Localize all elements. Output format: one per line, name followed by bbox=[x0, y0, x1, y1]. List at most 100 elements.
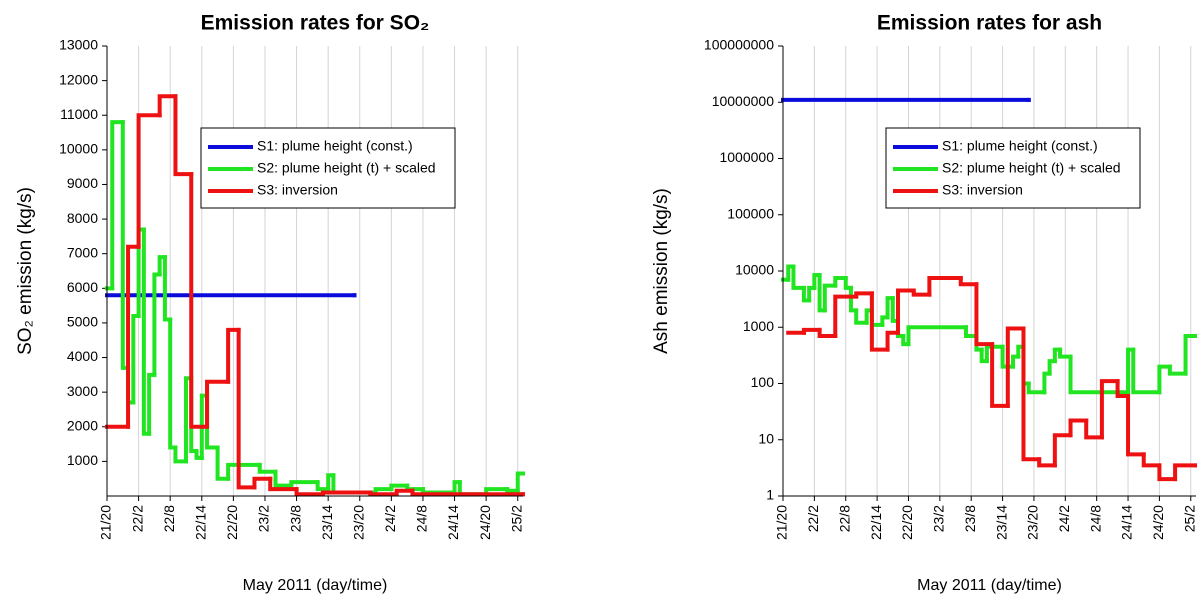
y-tick-label: 1000 bbox=[743, 318, 774, 334]
chart-title: Emission rates for SO₂ bbox=[201, 12, 430, 35]
step-segment bbox=[126, 244, 141, 429]
step-segment bbox=[927, 276, 963, 297]
step-segment bbox=[963, 325, 979, 338]
step-segment bbox=[226, 327, 241, 384]
step-segment bbox=[189, 172, 210, 429]
x-tick-label: 24/8 bbox=[1087, 505, 1103, 532]
x-tick-label: 23/20 bbox=[1025, 505, 1041, 540]
step-segment bbox=[410, 488, 525, 497]
x-tick-label: 24/8 bbox=[414, 505, 430, 532]
x-tick-label: 22/2 bbox=[129, 505, 145, 532]
x-tick-label: 22/8 bbox=[161, 505, 177, 532]
x-tick-label: 23/14 bbox=[319, 505, 335, 540]
legend-label: S3: inversion bbox=[942, 182, 1023, 198]
step-segment bbox=[1068, 418, 1089, 438]
x-tick-label: 23/20 bbox=[350, 505, 366, 540]
x-tick-label: 23/8 bbox=[962, 505, 978, 532]
step-segment bbox=[515, 471, 525, 493]
x-tick-label: 21/20 bbox=[774, 505, 790, 540]
step-segment bbox=[958, 276, 979, 287]
x-tick-label: 22/2 bbox=[805, 505, 821, 532]
x-tick-label: 25/2 bbox=[508, 505, 524, 532]
step-segment bbox=[1131, 347, 1162, 395]
legend-label: S3: inversion bbox=[257, 182, 338, 198]
y-tick-label: 7000 bbox=[67, 244, 98, 260]
chart-title: Emission rates for ash bbox=[877, 12, 1102, 35]
step-segment bbox=[252, 476, 273, 490]
step-segment bbox=[168, 317, 178, 450]
y-tick-label: 100000 bbox=[727, 205, 774, 221]
step-segment bbox=[147, 372, 157, 436]
y-tick-label: 100000000 bbox=[704, 37, 774, 53]
step-segment bbox=[320, 490, 373, 497]
step-segment bbox=[268, 476, 299, 492]
step-segment bbox=[289, 480, 320, 488]
y-tick-label: 11000 bbox=[60, 106, 98, 122]
step-segment bbox=[1157, 364, 1172, 395]
y-tick-label: 100 bbox=[751, 374, 775, 390]
step-segment bbox=[1099, 379, 1120, 440]
y-tick-label: 4000 bbox=[67, 348, 98, 364]
step-segment bbox=[1141, 452, 1162, 468]
step-segment bbox=[1183, 333, 1197, 376]
y-tick-label: 9000 bbox=[67, 175, 98, 191]
step-segment bbox=[157, 94, 178, 118]
step-segment bbox=[854, 308, 869, 325]
step-segment bbox=[1167, 364, 1188, 376]
step-segment bbox=[405, 483, 425, 492]
step-segment bbox=[131, 314, 141, 405]
y-axis-label: Ash emission (kg/s) bbox=[651, 188, 672, 354]
x-tick-label: 22/20 bbox=[224, 505, 240, 540]
x-tick-label: 23/8 bbox=[287, 505, 303, 532]
step-segment bbox=[173, 445, 188, 464]
legend-label: S2: plume height (t) + scaled bbox=[942, 160, 1121, 176]
step-segment bbox=[911, 288, 932, 297]
step-segment bbox=[801, 327, 822, 335]
x-tick-label: 24/2 bbox=[1056, 505, 1072, 532]
step-segment bbox=[854, 291, 874, 299]
step-segment bbox=[215, 445, 231, 481]
step-segment bbox=[136, 113, 162, 249]
x-tick-label: 22/8 bbox=[836, 505, 852, 532]
x-tick-label: 22/14 bbox=[192, 505, 208, 540]
y-tick-label: 10 bbox=[758, 430, 774, 446]
y-tick-label: 1000 bbox=[67, 452, 98, 468]
step-segment bbox=[420, 487, 457, 495]
step-segment bbox=[1026, 381, 1047, 395]
step-segment bbox=[257, 462, 278, 474]
step-segment bbox=[1052, 433, 1073, 468]
step-segment bbox=[1042, 371, 1052, 395]
step-segment bbox=[315, 480, 331, 492]
step-segment bbox=[906, 325, 968, 347]
x-tick-label: 23/2 bbox=[256, 505, 272, 532]
legend-label: S2: plume height (t) + scaled bbox=[257, 160, 436, 176]
x-tick-label: 24/14 bbox=[445, 505, 461, 540]
legend-label: S1: plume height (const.) bbox=[942, 138, 1098, 154]
step-segment bbox=[848, 285, 859, 313]
x-tick-label: 24/2 bbox=[382, 505, 398, 532]
step-segment bbox=[505, 487, 520, 493]
step-segment bbox=[817, 327, 838, 338]
step-segment bbox=[1157, 463, 1178, 482]
y-tick-label: 3000 bbox=[67, 383, 98, 399]
step-segment bbox=[974, 282, 995, 347]
step-segment bbox=[236, 327, 257, 490]
y-tick-label: 10000000 bbox=[712, 93, 775, 109]
y-tick-label: 10000 bbox=[735, 262, 774, 278]
step-segment bbox=[273, 469, 294, 488]
step-segment bbox=[1115, 379, 1131, 398]
step-segment bbox=[162, 255, 173, 322]
x-tick-label: 24/14 bbox=[1119, 505, 1135, 540]
step-segment bbox=[173, 94, 194, 177]
x-tick-label: 24/20 bbox=[1150, 505, 1166, 540]
step-segment bbox=[331, 473, 378, 495]
step-segment bbox=[990, 342, 1010, 408]
step-segment bbox=[1037, 457, 1057, 468]
y-tick-label: 8000 bbox=[67, 210, 98, 226]
x-tick-label: 21/20 bbox=[98, 505, 114, 540]
step-segment bbox=[1005, 326, 1026, 408]
step-segment bbox=[984, 344, 1005, 364]
y-tick-label: 1000000 bbox=[719, 149, 774, 165]
